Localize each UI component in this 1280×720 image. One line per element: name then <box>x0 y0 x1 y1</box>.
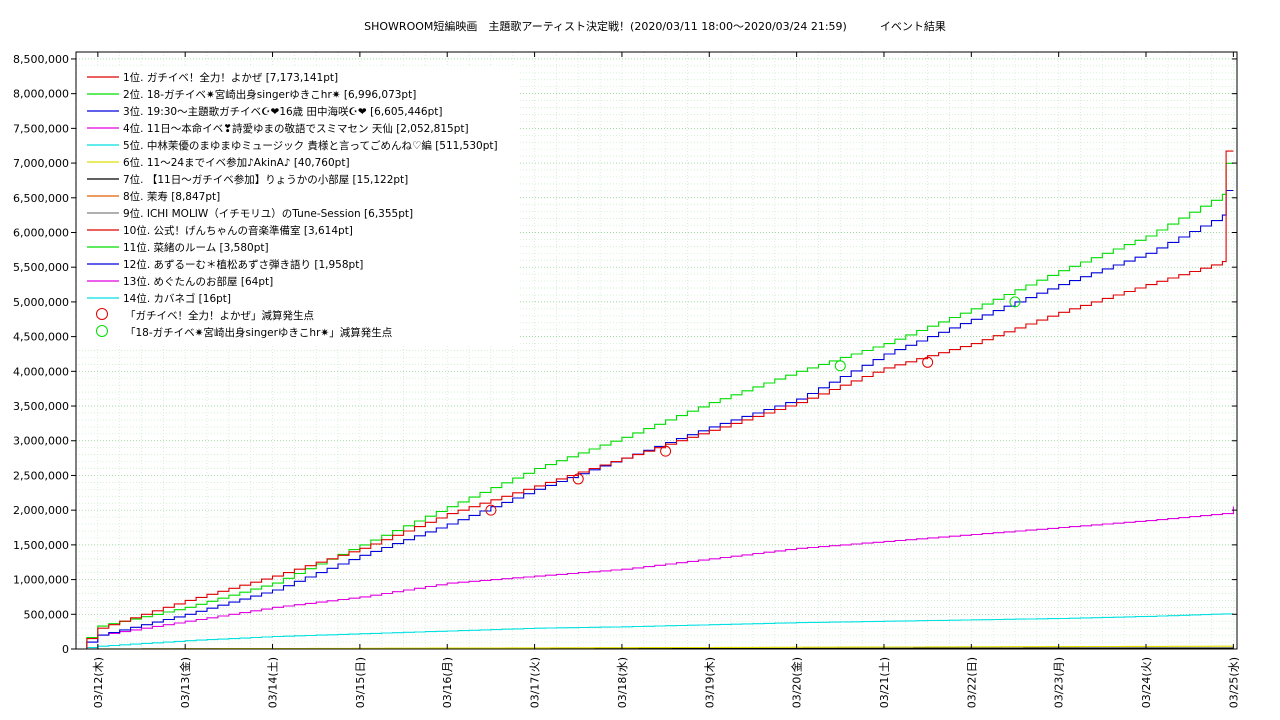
x-tick-label: 03/17(火) <box>529 657 542 708</box>
x-tick-label: 03/13(金) <box>178 657 192 708</box>
y-tick-label: 8,500,000 <box>13 53 69 66</box>
legend-entry: 5位. 中林茉優のまゆまゆミュージック 貴様と言ってごめんね♡編 [511,53… <box>123 139 498 152</box>
legend-entry: 10位. 公式！げんちゃんの音楽準備室 [3,614pt] <box>123 224 353 237</box>
legend-entry: 7位. 【11日〜ガチイベ参加】りょうかの小部屋 [15,122pt] <box>123 173 408 186</box>
y-tick-label: 6,000,000 <box>13 226 69 239</box>
series-line <box>76 506 1234 650</box>
penalty-marker <box>572 473 584 485</box>
legend-entry: 14位. カバネゴ [16pt] <box>123 292 231 305</box>
y-tick-label: 3,500,000 <box>13 400 69 413</box>
penalty-marker <box>834 360 846 372</box>
x-tick-label: 03/19(木) <box>703 657 716 708</box>
legend-entry: 3位. 19:30〜主題歌ガチイベ☪❤16歳 田中海咲☪❤ [6,605,446… <box>123 105 443 118</box>
series-line <box>76 613 1234 650</box>
legend-entry: 1位. ガチイベ！全力！よかぜ [7,173,141pt] <box>123 71 338 84</box>
x-tick-label: 03/12(木) <box>92 657 105 708</box>
legend-entry: 8位. 茉寿 [8,847pt] <box>123 190 220 203</box>
plot-frame <box>75 51 1238 650</box>
series-line <box>76 150 1234 650</box>
y-tick-label: 3,000,000 <box>13 435 69 448</box>
y-tick-label: 2,500,000 <box>13 469 69 482</box>
legend-entry: 13位. めぐたんのお部屋 [64pt] <box>123 275 273 288</box>
y-tick-label: 1,500,000 <box>13 539 69 552</box>
y-tick-label: 1,000,000 <box>13 574 69 587</box>
penalty-marker <box>660 445 672 457</box>
x-tick-label: 03/23(月) <box>1053 657 1066 708</box>
penalty-markers <box>485 296 1021 516</box>
legend-entry: 11位. 菜緒のルーム [3,580pt] <box>123 241 269 254</box>
penalty-marker <box>1009 296 1021 308</box>
y-tick-label: 2,000,000 <box>13 504 69 517</box>
legend-entry: 「ガチイベ！全力！よかぜ」減算発生点 <box>125 309 314 322</box>
y-tick-label: 4,000,000 <box>13 365 69 378</box>
legend-entry: 4位. 11日〜本命イベ❣詩愛ゆまの敬語でスミマセン 天仙 [2,052,815… <box>123 122 469 135</box>
x-tick-label: 03/15(日) <box>354 657 367 708</box>
y-tick-label: 8,000,000 <box>13 88 69 101</box>
y-tick-label: 7,500,000 <box>13 122 69 135</box>
y-tick-label: 6,500,000 <box>13 192 69 205</box>
legend: 1位. ガチイベ！全力！よかぜ [7,173,141pt] 2位. 18-ガチイベ… <box>87 71 498 339</box>
legend-marker-swatch <box>96 308 108 320</box>
series-line <box>76 162 1234 650</box>
x-tick-label: 03/14(土) <box>267 657 280 708</box>
x-tick-label: 03/18(水) <box>616 657 629 708</box>
y-tick-label: 5,000,000 <box>13 296 69 309</box>
x-tick-label: 03/22(日) <box>965 657 978 708</box>
y-tick-label: 0 <box>62 643 69 656</box>
legend-entry: 12位. あずるーむ＊植松あずさ弾き語り [1,958pt] <box>123 258 363 271</box>
y-axis: 0 500,000 1,000,000 1,500,000 2,000,000 2,500… <box>13 53 1237 656</box>
x-tick-label: 03/16(月) <box>441 657 454 708</box>
legend-background <box>78 66 520 346</box>
penalty-marker <box>485 504 497 516</box>
legend-entry: 6位. 11〜24までイベ参加♪AkinA♪ [40,760pt] <box>123 156 350 169</box>
x-tick-label: 03/20(金) <box>790 657 804 708</box>
series-line <box>76 189 1234 650</box>
y-tick-label: 5,500,000 <box>13 261 69 274</box>
y-tick-label: 4,500,000 <box>13 331 69 344</box>
x-tick-label: 03/21(土) <box>878 657 891 708</box>
x-tick-label: 03/25(水) <box>1227 657 1240 708</box>
chart-title: SHOWROOM短編映画 主題歌アーティスト決定戦！(2020/03/11 18… <box>364 20 946 33</box>
penalty-marker <box>922 356 934 368</box>
legend-entry: 9位. ICHI MOLIW（イチモリユ）のTune-Session [6,35… <box>123 207 413 220</box>
legend-entry: 「18-ガチイベ✷宮崎出身singerゆきこhr✷」減算発生点 <box>125 326 392 339</box>
legend-marker-swatch <box>96 325 108 337</box>
x-axis: 03/12(木) 03/13(金) 03/14(土) 03/15(日) 03/16(月)… <box>92 52 1240 708</box>
y-tick-label: 7,000,000 <box>13 157 69 170</box>
y-tick-label: 500,000 <box>24 608 70 621</box>
x-tick-label: 03/24(火) <box>1140 657 1153 708</box>
legend-entry: 2位. 18-ガチイベ✷宮崎出身singerゆきこhr✷ [6,996,073p… <box>123 88 416 101</box>
